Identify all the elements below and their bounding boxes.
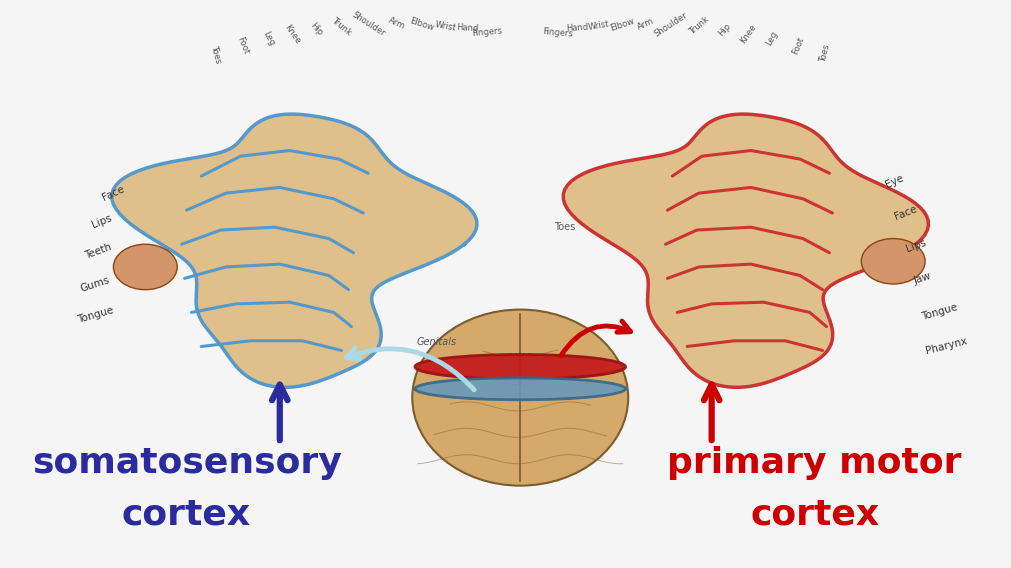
Text: Arm: Arm: [636, 16, 655, 32]
Text: Foot: Foot: [235, 35, 250, 56]
Text: Jaw: Jaw: [913, 271, 933, 286]
Ellipse shape: [861, 239, 925, 284]
Text: Elbow: Elbow: [408, 16, 436, 32]
Text: somatosensory: somatosensory: [31, 446, 342, 480]
Text: Leg: Leg: [764, 30, 779, 47]
Text: Hand: Hand: [566, 23, 588, 34]
Ellipse shape: [415, 354, 626, 379]
Text: cortex: cortex: [122, 497, 251, 531]
Ellipse shape: [412, 310, 628, 486]
Text: Trunk: Trunk: [687, 15, 711, 37]
Text: Lips: Lips: [90, 213, 113, 230]
Text: Arm: Arm: [387, 16, 406, 32]
Text: primary motor: primary motor: [667, 446, 961, 480]
Text: Pharynx: Pharynx: [925, 336, 969, 357]
Text: Knee: Knee: [738, 23, 758, 45]
Text: Hip: Hip: [308, 21, 325, 38]
Text: Leg: Leg: [262, 30, 277, 47]
Text: Genitals: Genitals: [417, 337, 457, 347]
Ellipse shape: [415, 378, 626, 400]
Text: Toes: Toes: [209, 44, 222, 64]
Text: Wrist: Wrist: [587, 20, 610, 32]
Text: Fingers: Fingers: [471, 27, 502, 38]
Text: Face: Face: [894, 204, 919, 222]
Text: Face: Face: [100, 183, 125, 203]
Text: Knee: Knee: [283, 23, 302, 45]
Text: Tongue: Tongue: [77, 306, 115, 325]
Text: Trunk: Trunk: [330, 15, 353, 37]
Text: Teeth: Teeth: [84, 241, 113, 261]
Text: cortex: cortex: [750, 497, 880, 531]
Text: Lips: Lips: [905, 237, 928, 254]
Text: Gums: Gums: [79, 274, 110, 294]
Text: Shoulder: Shoulder: [351, 10, 387, 39]
Ellipse shape: [113, 244, 177, 290]
Text: Hand: Hand: [456, 23, 478, 34]
Text: Shoulder: Shoulder: [653, 10, 690, 39]
Text: Fingers: Fingers: [542, 27, 573, 38]
Text: Wrist: Wrist: [435, 20, 457, 32]
Text: Eye: Eye: [884, 173, 905, 190]
Text: Elbow: Elbow: [609, 16, 636, 32]
Text: Foot: Foot: [791, 35, 806, 56]
Text: Tongue: Tongue: [921, 303, 959, 322]
Text: Toes: Toes: [818, 44, 831, 64]
Text: Hip: Hip: [717, 21, 733, 38]
Polygon shape: [563, 114, 928, 387]
Text: Toes: Toes: [554, 222, 575, 232]
Polygon shape: [112, 114, 477, 387]
FancyBboxPatch shape: [24, 0, 1011, 568]
